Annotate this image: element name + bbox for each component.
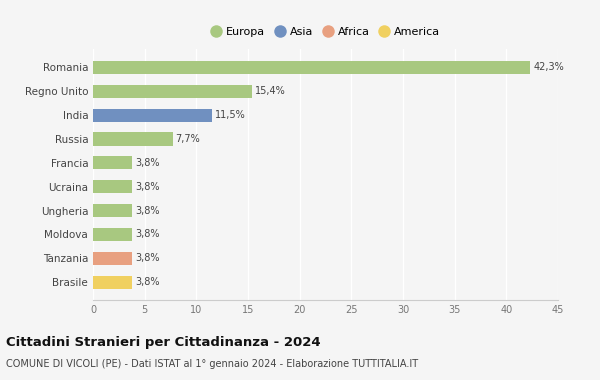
Bar <box>93 180 132 193</box>
Text: 7,7%: 7,7% <box>176 134 200 144</box>
Text: Cittadini Stranieri per Cittadinanza - 2024: Cittadini Stranieri per Cittadinanza - 2… <box>6 336 320 349</box>
Bar <box>93 109 212 122</box>
Text: 3,8%: 3,8% <box>136 182 160 192</box>
Text: 11,5%: 11,5% <box>215 110 245 120</box>
Text: 3,8%: 3,8% <box>136 230 160 239</box>
Text: 3,8%: 3,8% <box>136 158 160 168</box>
Bar <box>93 61 530 74</box>
Bar <box>93 252 132 265</box>
Text: COMUNE DI VICOLI (PE) - Dati ISTAT al 1° gennaio 2024 - Elaborazione TUTTITALIA.: COMUNE DI VICOLI (PE) - Dati ISTAT al 1°… <box>6 359 418 369</box>
Text: 3,8%: 3,8% <box>136 253 160 263</box>
Bar <box>93 228 132 241</box>
Legend: Europa, Asia, Africa, America: Europa, Asia, Africa, America <box>206 22 445 41</box>
Text: 3,8%: 3,8% <box>136 277 160 287</box>
Bar <box>93 156 132 169</box>
Text: 3,8%: 3,8% <box>136 206 160 215</box>
Bar <box>93 85 252 98</box>
Text: 15,4%: 15,4% <box>255 86 286 96</box>
Bar <box>93 276 132 289</box>
Bar <box>93 204 132 217</box>
Text: 42,3%: 42,3% <box>533 62 564 72</box>
Bar <box>93 132 173 146</box>
